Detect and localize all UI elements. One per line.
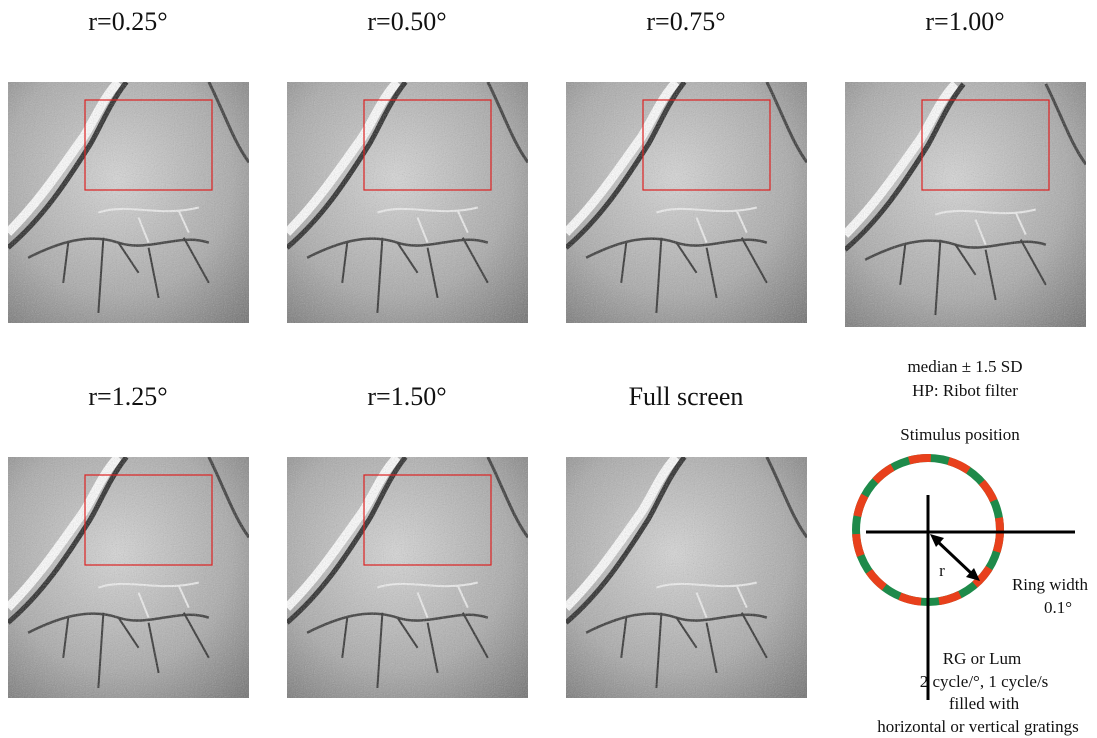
ring-width-label: Ring width bbox=[1012, 575, 1089, 594]
panel-image bbox=[845, 82, 1086, 327]
panel-label: r=0.25° bbox=[88, 7, 167, 36]
stimulus-description: RG or Lum bbox=[943, 649, 1021, 668]
panel-label: r=0.50° bbox=[367, 7, 446, 36]
panel-image bbox=[8, 82, 249, 323]
stimulus-description: horizontal or vertical gratings bbox=[877, 717, 1079, 736]
panel-label: r=1.25° bbox=[88, 382, 167, 411]
panel-label: Full screen bbox=[629, 382, 744, 411]
panel-image bbox=[8, 457, 249, 698]
stimulus-description: 2 cycle/°, 1 cycle/s bbox=[920, 672, 1049, 691]
stimulus-description: filled with bbox=[949, 694, 1020, 713]
panel-image bbox=[566, 82, 807, 323]
radius-label: r bbox=[939, 561, 945, 580]
panel-image bbox=[287, 82, 528, 323]
image-noise bbox=[287, 457, 528, 698]
image-noise bbox=[566, 82, 807, 323]
image-noise bbox=[845, 82, 1086, 327]
scale-note: median ± 1.5 SD bbox=[907, 357, 1022, 376]
figure: r=0.25° r=0.50° r=0.75° r=1.00° r=1.25° r=1.5… bbox=[0, 0, 1097, 738]
image-noise bbox=[8, 82, 249, 323]
ring-width-value: 0.1° bbox=[1044, 598, 1072, 617]
panel-image bbox=[287, 457, 528, 698]
image-noise bbox=[566, 457, 807, 698]
image-noise bbox=[287, 82, 528, 323]
panel-image bbox=[566, 457, 807, 698]
image-noise bbox=[8, 457, 249, 698]
panel-label: r=1.00° bbox=[925, 7, 1004, 36]
stimulus-title: Stimulus position bbox=[900, 425, 1020, 444]
panel-label: r=1.50° bbox=[367, 382, 446, 411]
panel-label: r=0.75° bbox=[646, 7, 725, 36]
scale-note: HP: Ribot filter bbox=[912, 381, 1018, 400]
